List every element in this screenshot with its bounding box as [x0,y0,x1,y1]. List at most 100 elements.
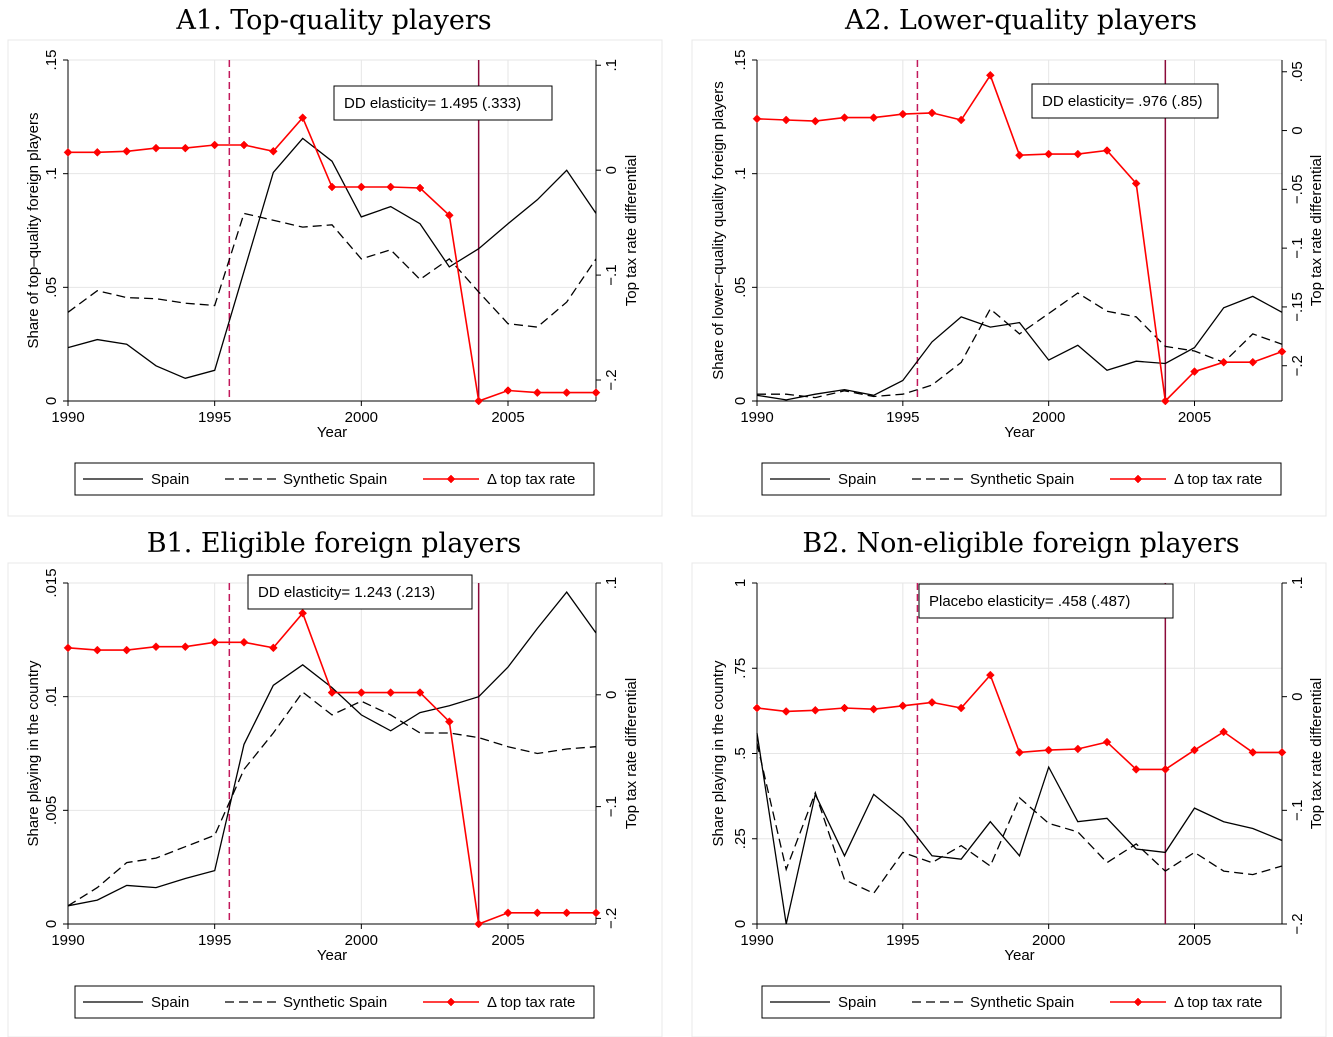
data-point-tax-rate [386,688,396,697]
data-point-tax-rate [122,645,132,655]
data-point-tax-rate [752,703,762,713]
data-point-tax-rate [1073,744,1083,754]
annotation-box [333,85,553,121]
y2-tick-label: .1 [603,577,620,590]
annotation-text: DD elasticity= 1.495 (.333) [344,95,521,112]
data-point-tax-rate [591,388,601,397]
y2-tick-label: −.1 [1289,800,1306,821]
x-tick-label: 2000 [1032,932,1065,949]
chart-title: A1. Top-quality players [175,5,491,36]
legend-label-spain: Spain [151,471,189,488]
y-tick-label: 0 [732,920,749,928]
x-tick-label: 1990 [51,409,84,426]
annotation-box [247,574,473,610]
y-tick-label: 0 [43,397,60,405]
legend-marker-tax-rate [446,997,456,1007]
y2-tick-label: −.1 [603,264,620,285]
data-point-tax-rate [562,388,572,397]
legend-label-synthetic-spain: Synthetic Spain [970,471,1074,488]
data-point-tax-rate [562,908,572,918]
legend-marker-tax-rate [1133,474,1143,484]
data-point-tax-rate [239,637,249,647]
data-point-tax-rate [1190,745,1199,755]
data-point-tax-rate [927,697,937,707]
y-tick-label: .5 [732,747,749,760]
data-point-tax-rate [1015,748,1024,757]
data-point-tax-rate [591,908,601,918]
data-point-tax-rate [869,704,879,714]
x-tick-label: 2000 [345,409,378,426]
series-line-tax-rate [68,116,596,403]
data-point-tax-rate [268,146,278,156]
data-point-tax-rate [532,908,542,918]
data-point-tax-rate [268,643,278,653]
data-point-tax-rate [327,688,337,697]
data-point-tax-rate [63,643,73,653]
panel-frame [691,562,1327,1037]
data-point-tax-rate [810,705,820,715]
x-tick-label: 2005 [491,409,524,426]
y2-tick-label: 0 [1289,692,1306,700]
x-axis-label: Year [1004,424,1034,441]
y-tick-label: .15 [732,50,749,71]
annotation-text: DD elasticity= .976 (.85) [1042,93,1202,110]
y-tick-label: .15 [43,50,60,71]
y2-axis-label: Top tax rate differential [623,155,640,306]
x-tick-label: 1995 [886,409,919,426]
data-point-tax-rate [151,143,161,153]
data-point-tax-rate [1190,367,1199,376]
data-point-tax-rate [298,113,308,123]
data-point-tax-rate [327,182,337,192]
y2-tick-label: −.1 [1289,237,1306,258]
x-tick-label: 2000 [1032,409,1065,426]
annotation-text: Placebo elasticity= .458 (.487) [929,593,1130,610]
data-point-tax-rate [1131,179,1141,188]
chart-title: A2. Lower-quality players [844,5,1197,36]
y-tick-label: .1 [732,167,749,180]
y-axis-label: Share playing in the country [25,660,42,846]
x-tick-label: 1990 [740,409,773,426]
data-point-tax-rate [92,645,102,655]
y2-tick-label: −.2 [1289,355,1306,376]
data-point-tax-rate [1044,149,1054,159]
x-tick-label: 2005 [1178,932,1211,949]
data-point-tax-rate [503,386,513,395]
data-point-tax-rate [781,115,791,125]
legend-label-synthetic-spain: Synthetic Spain [970,994,1074,1011]
panel-frame [691,39,1327,517]
legend-label-spain: Spain [838,994,876,1011]
legend-label-spain: Spain [151,994,189,1011]
data-point-tax-rate [810,116,820,126]
data-point-tax-rate [415,688,425,697]
x-axis-label: Year [317,947,347,964]
data-point-tax-rate [840,703,849,713]
data-point-tax-rate [298,608,308,618]
y-tick-label: .005 [43,796,60,825]
data-point-tax-rate [356,688,366,697]
chart-panel-4: B2. Non-eligible foreign players 0 .25 .5 .7… [691,528,1327,1037]
data-point-tax-rate [180,642,190,652]
y-tick-label: .05 [43,277,60,298]
series-line-spain [756,732,1283,925]
legend-label-synthetic-spain: Synthetic Spain [283,471,387,488]
data-point-tax-rate [1073,149,1083,159]
chart-panel-3: B1. Eligible foreign players 0 .005 .01 .015… [7,528,663,1037]
data-point-tax-rate [444,717,454,726]
data-point-tax-rate [956,115,966,125]
chart-panel-2: A2. Lower-quality players 0 .05 .1 .15 −.2 −.1… [691,5,1327,517]
series-line-spain [67,591,597,907]
y2-tick-label: .1 [1289,577,1306,590]
data-point-tax-rate [210,637,220,647]
y-axis-label: Share playing in the country [710,660,727,846]
y2-axis-label: Top tax rate differential [623,678,640,829]
data-point-tax-rate [1219,727,1229,737]
data-point-tax-rate [752,114,762,124]
data-point-tax-rate [386,182,396,192]
y2-tick-label: −.2 [603,908,620,929]
data-point-tax-rate [781,707,791,716]
y-tick-label: .1 [43,167,60,180]
x-tick-label: 2005 [1178,409,1211,426]
y-tick-label: .25 [732,828,749,849]
legend-label-spain: Spain [838,471,876,488]
data-point-tax-rate [239,140,249,150]
